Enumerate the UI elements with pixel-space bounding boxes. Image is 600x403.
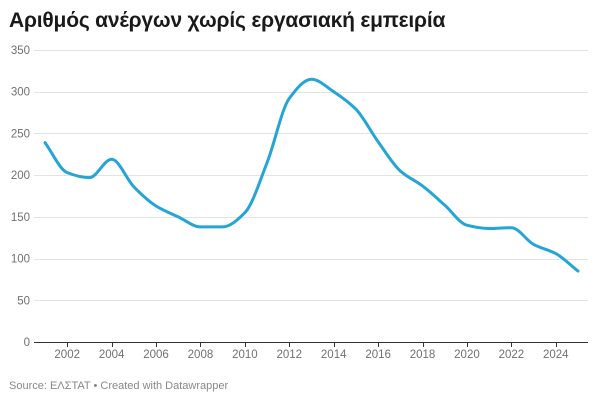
data-point-2006 — [155, 205, 158, 208]
y-tick-label: 250 — [11, 128, 30, 140]
data-point-2014 — [332, 90, 335, 93]
data-point-2015 — [354, 108, 357, 111]
y-tick-label: 200 — [11, 170, 30, 182]
data-point-2004 — [110, 158, 113, 161]
y-tick-label: 150 — [11, 212, 30, 224]
x-tick-label: 2006 — [143, 349, 169, 361]
x-tick-label: 2018 — [410, 349, 436, 361]
x-tick-label: 2014 — [321, 349, 347, 361]
y-tick-label: 50 — [17, 295, 30, 307]
data-point-2024 — [554, 252, 557, 255]
data-point-2007 — [177, 215, 180, 218]
x-tick-label: 2022 — [499, 349, 525, 361]
x-tick-label: 2016 — [365, 349, 391, 361]
credit-note: Created with Datawrapper — [100, 380, 229, 392]
chart-title: Αριθμός ανέργων χωρίς εργασιακή εμπειρία — [9, 9, 446, 32]
gridlines — [34, 50, 588, 343]
data-point-2005 — [132, 185, 135, 188]
x-tick-label: 2024 — [543, 349, 569, 361]
footer-separator: • — [90, 380, 101, 392]
y-tick-label: 350 — [11, 45, 30, 57]
data-point-2020 — [465, 224, 468, 227]
data-point-2017 — [399, 169, 402, 172]
data-point-2011 — [266, 161, 269, 164]
series-layer — [43, 77, 580, 273]
x-tick-label: 2012 — [276, 349, 302, 361]
y-tick-label: 100 — [11, 254, 30, 266]
data-point-2023 — [532, 243, 535, 246]
series-line-0 — [43, 77, 580, 273]
x-axis-ticks: 2002 2004 2006 2008 2010 2012 2014 2016 2018 2020… — [54, 342, 569, 361]
x-tick-label: 2020 — [454, 349, 480, 361]
chart-footer: Source: ΕΛΣΤΑΤ • Created with Datawrappe… — [9, 380, 228, 392]
data-point-2012 — [288, 97, 291, 100]
data-point-2008 — [199, 225, 202, 228]
x-tick-label: 2010 — [232, 349, 258, 361]
data-point-2021 — [488, 227, 491, 230]
data-point-2001 — [44, 141, 47, 144]
data-point-2016 — [377, 140, 380, 143]
data-point-2018 — [421, 184, 424, 187]
source-note: Source: ΕΛΣΤΑΤ — [9, 380, 91, 392]
x-tick-label: 2002 — [54, 349, 80, 361]
y-tick-label: 0 — [24, 337, 30, 349]
data-point-2009 — [221, 225, 224, 228]
data-point-2013 — [310, 78, 313, 81]
y-axis-ticks: 0 50 100 150 200 250 300 350 — [11, 45, 30, 349]
y-tick-label: 300 — [11, 87, 30, 99]
x-tick-label: 2004 — [99, 349, 125, 361]
data-point-2022 — [510, 226, 513, 229]
x-tick-label: 2008 — [188, 349, 214, 361]
data-point-2019 — [443, 204, 446, 207]
data-point-2003 — [88, 176, 91, 179]
data-point-2002 — [66, 171, 69, 174]
data-point-2025 — [577, 270, 580, 273]
data-point-2010 — [243, 211, 246, 214]
